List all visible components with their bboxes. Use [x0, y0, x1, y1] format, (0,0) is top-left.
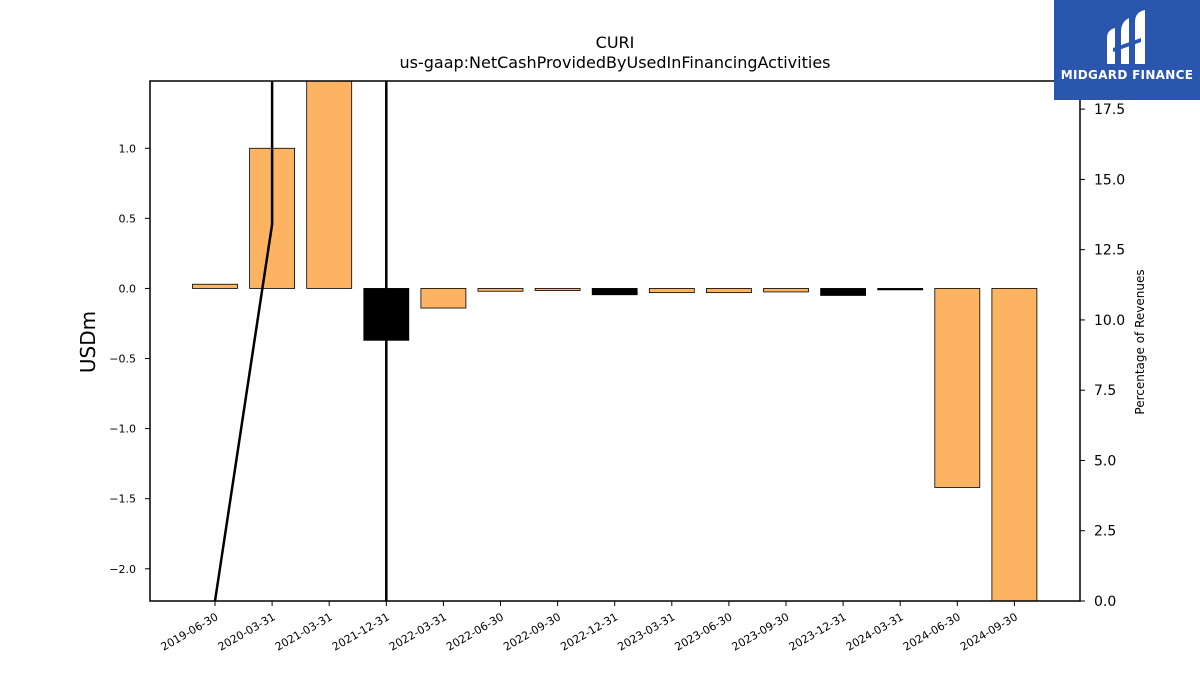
x-tick-label: 2024-09-30 — [958, 610, 1020, 653]
bar-2022-06-30 — [477, 288, 524, 292]
x-tick-label: 2021-03-31 — [273, 610, 335, 653]
y2-tick-label: 17.5 — [1094, 102, 1125, 118]
x-tick-label: 2023-03-31 — [615, 610, 677, 653]
y-tick-label: 0.0 — [119, 282, 137, 295]
line-group — [213, 81, 388, 601]
bars-group — [192, 80, 1038, 602]
y2-axis-label: Percentage of Revenues — [1133, 269, 1147, 414]
bar-2022-12-31 — [591, 288, 638, 296]
bar-2024-06-30 — [934, 288, 981, 488]
brand-logo: MIDGARD FINANCE — [1054, 0, 1200, 100]
x-tick-label: 2022-06-30 — [444, 610, 506, 653]
bar-2024-09-30 — [991, 288, 1038, 602]
x-tick-label: 2024-03-31 — [844, 610, 906, 653]
y-tick-label: −0.5 — [109, 353, 136, 366]
x-tick-label: 2023-09-30 — [730, 610, 792, 653]
midgard-logo-icon — [1107, 10, 1145, 64]
y2-tick-label: 0.0 — [1094, 594, 1116, 610]
x-tick-label: 2023-06-30 — [673, 610, 735, 653]
y-tick-label: −1.0 — [109, 423, 136, 436]
bar-2023-03-31 — [648, 288, 695, 294]
bar-2023-06-30 — [706, 288, 752, 294]
x-tick-label: 2023-12-31 — [787, 610, 849, 653]
y2-tick-label: 7.5 — [1094, 383, 1116, 399]
bar-2022-03-31 — [420, 288, 467, 309]
y-tick-label: −2.0 — [109, 563, 136, 576]
bar-2021-03-31 — [306, 80, 353, 289]
x-tick-label: 2020-03-31 — [216, 610, 278, 653]
y-axis-label: USDm — [76, 311, 100, 373]
bar-2022-09-30 — [534, 288, 581, 291]
x-tick-label: 2021-12-31 — [330, 610, 392, 653]
chart-title: CURI — [596, 33, 635, 52]
bar-2023-09-30 — [763, 288, 809, 293]
y2-tick-label: 2.5 — [1094, 524, 1116, 540]
y2-tick-label: 15.0 — [1094, 172, 1125, 188]
logo-text: MIDGARD FINANCE — [1060, 68, 1194, 82]
y2-tick-label: 12.5 — [1094, 243, 1125, 259]
y-tick-label: 0.5 — [119, 212, 137, 225]
y2-tick-label: 10.0 — [1094, 313, 1125, 329]
y-tick-label: 1.0 — [119, 142, 137, 155]
x-tick-label: 2022-12-31 — [558, 610, 620, 653]
y2-tick-label: 5.0 — [1094, 453, 1116, 469]
x-tick-label: 2019-06-30 — [159, 610, 221, 653]
x-tick-label: 2024-06-30 — [901, 610, 963, 653]
revenue-pct-line — [213, 81, 388, 601]
y-tick-label: −1.5 — [109, 493, 136, 506]
chart-subtitle: us-gaap:NetCashProvidedByUsedInFinancing… — [399, 53, 830, 72]
bar-2023-12-31 — [820, 288, 866, 296]
x-tick-label: 2022-09-30 — [501, 610, 563, 653]
bar-2019-06-30 — [192, 283, 238, 289]
x-tick-label: 2022-03-31 — [387, 610, 449, 653]
bar-2024-03-31 — [877, 288, 924, 291]
